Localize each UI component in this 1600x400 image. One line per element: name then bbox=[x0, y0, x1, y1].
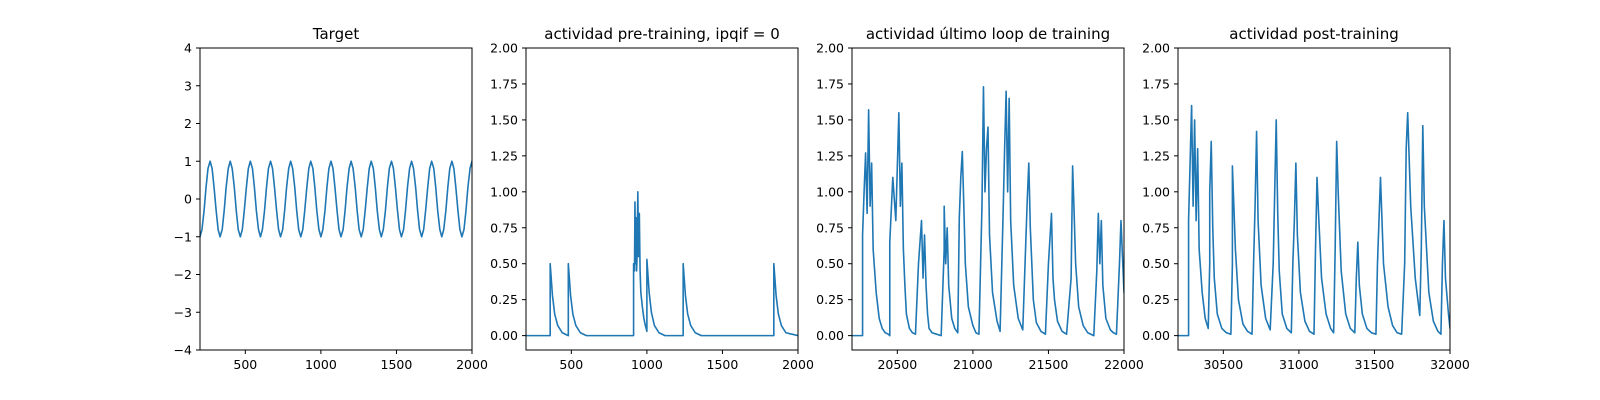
x-tick-label: 500 bbox=[233, 357, 257, 372]
y-tick-label: 1.25 bbox=[490, 148, 518, 163]
y-tick-label: 1.00 bbox=[490, 184, 518, 199]
y-tick-label: 1.50 bbox=[816, 112, 844, 127]
y-tick-label: 2 bbox=[184, 116, 192, 131]
y-tick-label: 0.75 bbox=[1142, 220, 1170, 235]
series-line-1 bbox=[526, 191, 798, 337]
y-tick-label: 0.50 bbox=[816, 256, 844, 271]
y-tick-label: 2.00 bbox=[490, 41, 518, 56]
y-tick-label: 1.75 bbox=[816, 76, 844, 91]
y-tick-label: 1.00 bbox=[816, 184, 844, 199]
axes-frame bbox=[851, 47, 1125, 351]
chart-panel-3: 20500 21000 21500 22000 0.00 0.25 0.50 0.75 1.00… bbox=[816, 25, 1144, 372]
y-tick-label: 1.00 bbox=[1142, 184, 1170, 199]
x-tick-label: 31000 bbox=[1279, 357, 1319, 372]
x-tick-label: 1000 bbox=[631, 357, 663, 372]
x-tick-label: 22000 bbox=[1104, 357, 1144, 372]
series-line-1 bbox=[200, 160, 472, 238]
x-tick-label: 1500 bbox=[707, 357, 739, 372]
x-tick-label: 1500 bbox=[381, 357, 413, 372]
y-tick-label: 1.25 bbox=[1142, 148, 1170, 163]
y-tick-label: 0.50 bbox=[490, 256, 518, 271]
x-tick-label: 30500 bbox=[1203, 357, 1243, 372]
chart-panel-2: 500 1000 1500 2000 0.00 0.25 0.50 0.75 1.00 1.25 1… bbox=[490, 25, 814, 372]
y-tick-label: 0.25 bbox=[1142, 292, 1170, 307]
series-line-1 bbox=[852, 86, 1124, 337]
chart-panel-4: 30500 31000 31500 32000 0.00 0.25 0.50 0.75 1.00… bbox=[1142, 25, 1470, 372]
panels: 500 1000 1500 2000 −4 −3 −2 −1 0 1 2 3 4 Target 500 100… bbox=[174, 25, 1470, 372]
y-tick-label: 0.00 bbox=[816, 328, 844, 343]
y-tick-label: 1.75 bbox=[1142, 76, 1170, 91]
x-tick-label: 500 bbox=[559, 357, 583, 372]
chart-panel-1: 500 1000 1500 2000 −4 −3 −2 −1 0 1 2 3 4 Target bbox=[174, 25, 488, 372]
y-tick-label: 4 bbox=[184, 41, 192, 56]
y-tick-label: −1 bbox=[174, 229, 192, 244]
y-tick-label: 0.75 bbox=[816, 220, 844, 235]
y-tick-label: 1.50 bbox=[490, 112, 518, 127]
y-tick-label: 3 bbox=[184, 78, 192, 93]
y-tick-label: 1.25 bbox=[816, 148, 844, 163]
y-tick-label: −2 bbox=[174, 267, 192, 282]
y-tick-label: 2.00 bbox=[1142, 41, 1170, 56]
x-tick-label: 21500 bbox=[1029, 357, 1069, 372]
y-tick-label: 0.25 bbox=[490, 292, 518, 307]
x-tick-label: 32000 bbox=[1430, 357, 1470, 372]
y-tick-label: 0.00 bbox=[490, 328, 518, 343]
y-tick-label: 2.00 bbox=[816, 41, 844, 56]
x-tick-label: 1000 bbox=[305, 357, 337, 372]
series-line-1 bbox=[1178, 104, 1450, 337]
y-tick-label: 0.50 bbox=[1142, 256, 1170, 271]
chart-title: actividad pre-training, ipqif = 0 bbox=[544, 25, 780, 43]
axes-frame bbox=[1177, 47, 1451, 351]
y-tick-label: 0.00 bbox=[1142, 328, 1170, 343]
axes-frame bbox=[525, 47, 799, 351]
y-tick-label: 1.75 bbox=[490, 76, 518, 91]
y-tick-label: 0.75 bbox=[490, 220, 518, 235]
y-tick-label: 0.25 bbox=[816, 292, 844, 307]
x-tick-label: 2000 bbox=[456, 357, 488, 372]
chart-title: actividad post-training bbox=[1229, 25, 1398, 43]
x-tick-label: 31500 bbox=[1355, 357, 1395, 372]
x-tick-label: 2000 bbox=[782, 357, 814, 372]
chart-title: Target bbox=[312, 25, 360, 43]
y-tick-label: −4 bbox=[174, 343, 192, 358]
y-tick-label: −3 bbox=[174, 305, 192, 320]
chart-title: actividad último loop de training bbox=[866, 25, 1110, 43]
x-tick-label: 21000 bbox=[953, 357, 993, 372]
y-tick-label: 1.50 bbox=[1142, 112, 1170, 127]
y-tick-label: 1 bbox=[184, 154, 192, 169]
y-tick-label: 0 bbox=[184, 192, 192, 207]
x-tick-label: 20500 bbox=[877, 357, 917, 372]
